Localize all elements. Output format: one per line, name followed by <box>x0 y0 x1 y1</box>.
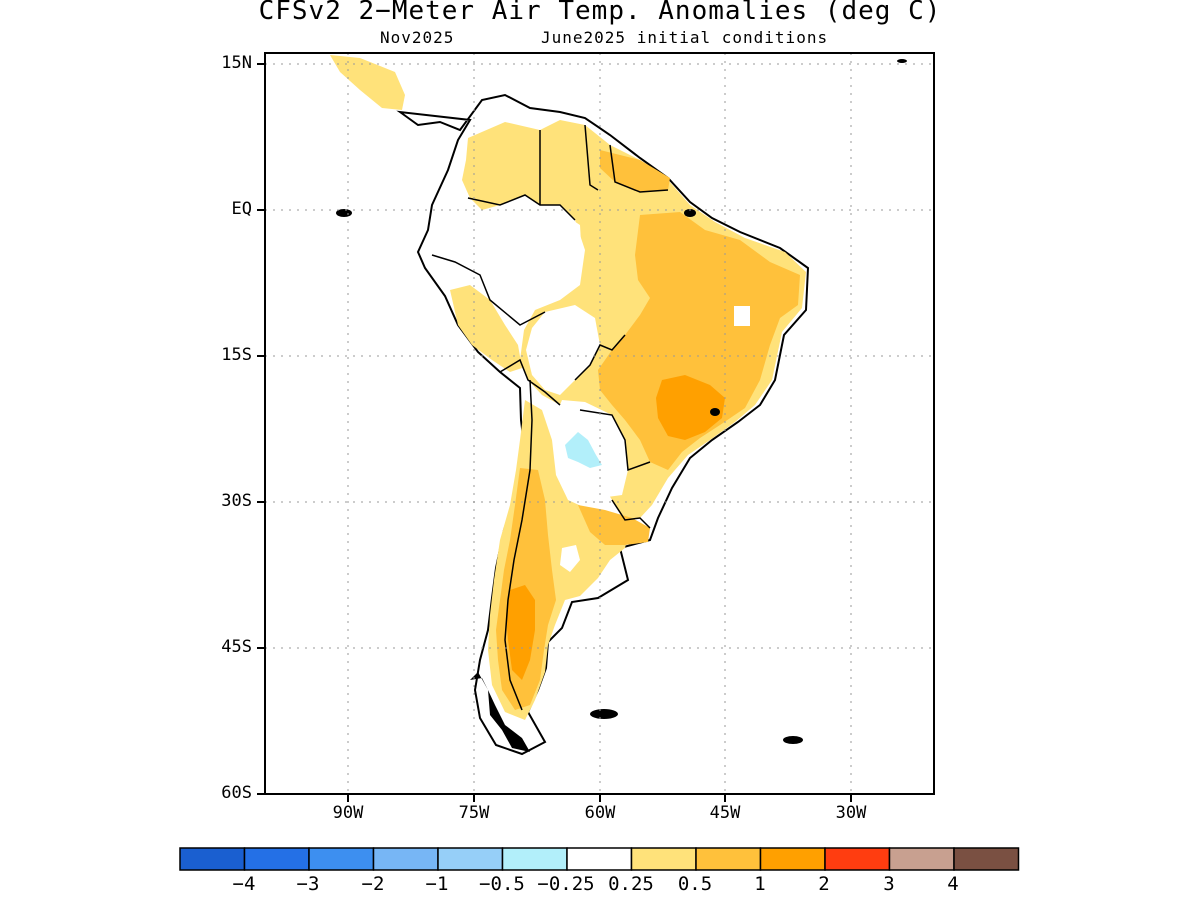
colorbar-swatch <box>501 847 568 871</box>
anomaly-moderate-warm-guianas <box>600 150 670 192</box>
anomaly-moderate-warm-brazil <box>598 212 800 470</box>
anomaly-neutral-pampas <box>560 545 580 572</box>
map-title: CFSv2 2−Meter Air Temp. Anomalies (deg C… <box>258 0 942 26</box>
colorbar-label: 3 <box>883 873 895 895</box>
lat-label-60s: 60S <box>221 783 252 803</box>
lon-label-90w: 90W <box>332 803 364 823</box>
initial-conditions: June2025 initial conditions <box>541 28 829 47</box>
anomaly-weak-warm-central-america <box>330 55 405 110</box>
anomaly-moderate-warm-uruguay <box>578 505 650 545</box>
lat-label-15n: 15N <box>221 53 252 73</box>
colorbar-swatch <box>630 847 697 871</box>
colorbar-swatch <box>566 847 633 871</box>
colorbar-label: −2 <box>361 873 385 895</box>
colorbar-label: −4 <box>232 873 256 895</box>
colorbar-label: 4 <box>947 873 959 895</box>
lon-label-75w: 75W <box>458 803 490 823</box>
lon-label-30w: 30W <box>835 803 867 823</box>
lat-label-30s: 30S <box>221 491 252 511</box>
map-field <box>330 55 907 756</box>
colorbar-label: −1 <box>425 873 449 895</box>
anomaly-neutral-amazon <box>490 210 582 296</box>
colorbar-swatch <box>243 847 310 871</box>
lon-label-60w: 60W <box>584 803 616 823</box>
colorbar <box>179 847 1020 871</box>
colorbar-label: 0.25 <box>608 873 654 895</box>
lon-label-45w: 45W <box>709 803 741 823</box>
anomaly-weak-warm-andes <box>450 285 522 372</box>
colorbar-swatch <box>372 847 439 871</box>
colorbar-label: 1 <box>754 873 766 895</box>
colorbar-label: −0.5 <box>479 873 525 895</box>
colorbar-label: 0.5 <box>677 873 713 895</box>
colorbar-swatch <box>759 847 826 871</box>
colorbar-swatch <box>695 847 762 871</box>
islands <box>336 59 907 752</box>
axis-ticks <box>257 63 852 802</box>
colorbar-swatch <box>437 847 504 871</box>
colorbar-swatch <box>953 847 1020 871</box>
lat-label-15s: 15S <box>221 345 252 365</box>
colorbar-swatch <box>888 847 955 871</box>
forecast-month: Nov2025 <box>380 28 455 47</box>
gridlines <box>265 53 934 794</box>
colorbar-swatch <box>824 847 891 871</box>
colorbar-label: 2 <box>818 873 830 895</box>
anomaly-strong-warm-southeast-brazil <box>656 375 725 440</box>
colorbar-label: −0.25 <box>537 873 595 895</box>
colorbar-swatch <box>179 847 246 871</box>
country-borders <box>431 124 669 711</box>
lat-label-eq: EQ <box>231 199 252 219</box>
anomaly-strong-warm-patagonia <box>506 585 535 680</box>
colorbar-swatch <box>308 847 375 871</box>
anomaly-neutral-northeast-brazil <box>734 306 750 326</box>
lat-label-45s: 45S <box>221 637 252 657</box>
colorbar-label: −3 <box>296 873 320 895</box>
anomaly-weak-cool-paraguay <box>565 432 602 468</box>
